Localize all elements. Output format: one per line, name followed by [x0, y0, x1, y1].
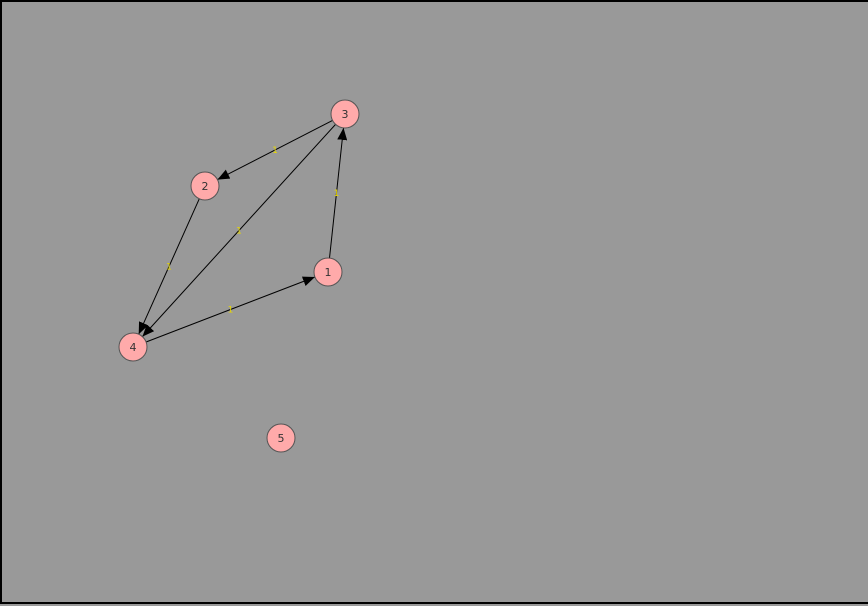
node-circle-3[interactable]: [330, 99, 360, 129]
node-label-2: 2: [202, 180, 209, 193]
node-circle-5[interactable]: [266, 423, 296, 453]
edge-label-2-to-4: 1: [166, 263, 172, 273]
node-label-3: 3: [342, 108, 349, 121]
nodes-layer: 1 2 3 4 5: [118, 99, 360, 453]
node-label-4: 4: [130, 341, 137, 354]
edge-3-to-2[interactable]: [217, 119, 333, 181]
node-1[interactable]: 1: [313, 257, 343, 287]
node-label-5: 5: [278, 432, 285, 445]
edge-3-to-4[interactable]: [142, 124, 336, 337]
node-5[interactable]: 5: [266, 423, 296, 453]
node-circle-4[interactable]: [118, 332, 148, 362]
edge-1-to-3[interactable]: [329, 127, 348, 259]
edge-label-3-to-2: 1: [272, 146, 278, 156]
edge-4-to-1[interactable]: [145, 276, 316, 343]
edges-layer: 1 1 1 1 1: [138, 119, 348, 343]
edge-label-1-to-3: 1: [334, 189, 340, 199]
edge-label-3-to-4: 1: [236, 227, 242, 237]
node-label-1: 1: [325, 266, 332, 279]
node-circle-2[interactable]: [190, 171, 220, 201]
edge-2-to-4[interactable]: [138, 198, 200, 335]
node-circle-1[interactable]: [313, 257, 343, 287]
node-2[interactable]: 2: [190, 171, 220, 201]
node-3[interactable]: 3: [330, 99, 360, 129]
edge-label-4-to-1: 1: [228, 306, 234, 316]
node-4[interactable]: 4: [118, 332, 148, 362]
